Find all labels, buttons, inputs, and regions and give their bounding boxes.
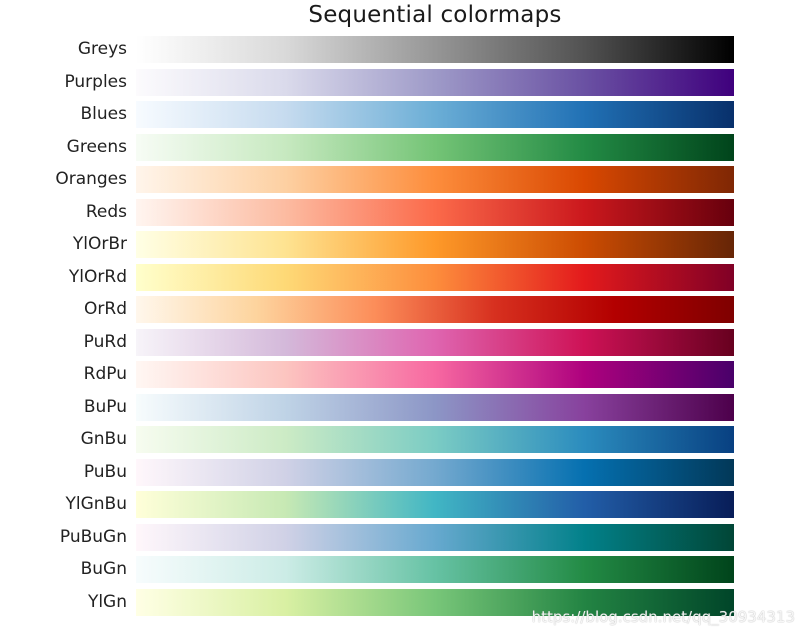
colormap-bar-ylgnbu bbox=[136, 491, 734, 518]
colormap-bar-ylgn bbox=[136, 588, 734, 616]
colormap-bar-bupu bbox=[136, 393, 734, 421]
colormap-label-bupu: BuPu bbox=[83, 396, 127, 417]
colormap-label-gnbu: GnBu bbox=[80, 429, 127, 449]
colormap-bar-ylorbr bbox=[136, 231, 734, 258]
colormap-bar-oranges bbox=[136, 166, 734, 193]
colormap-label-ylorrd: YlOrRd bbox=[68, 266, 127, 287]
colormap-label-oranges: Oranges bbox=[55, 169, 127, 189]
colormap-bar-orrd bbox=[136, 296, 734, 323]
colormap-bar-bugn bbox=[136, 556, 734, 583]
colormap-bar-pubugn bbox=[136, 523, 734, 551]
colormap-label-pubugn: PuBuGn bbox=[59, 526, 127, 547]
colormap-label-rdpu: RdPu bbox=[83, 364, 127, 384]
colormap-label-greys: Greys bbox=[77, 39, 127, 59]
colormap-label-reds: Reds bbox=[85, 201, 127, 222]
colormap-label-bugn: BuGn bbox=[80, 559, 127, 579]
colormap-bar-gnbu bbox=[136, 426, 734, 453]
colormap-bar-reds bbox=[136, 198, 734, 226]
colormap-bar-greens bbox=[136, 133, 734, 161]
colormap-bar-purples bbox=[136, 68, 734, 96]
colormap-bar-ylorrd bbox=[136, 263, 734, 291]
colormap-label-ylorbr: YlOrBr bbox=[72, 234, 127, 254]
colormap-label-greens: Greens bbox=[66, 136, 127, 157]
watermark: https://blog.csdn.net/qq_30934313 bbox=[531, 608, 795, 626]
colormap-bar-purd bbox=[136, 328, 734, 356]
colormap-label-ylgn: YlGn bbox=[87, 591, 127, 612]
colormap-label-purples: Purples bbox=[64, 71, 127, 92]
colormap-bar-pubu bbox=[136, 458, 734, 486]
colormap-label-purd: PuRd bbox=[83, 331, 127, 352]
colormap-label-pubu: PuBu bbox=[83, 461, 127, 482]
colormap-bar-greys bbox=[136, 36, 734, 63]
chart-title: Sequential colormaps bbox=[308, 2, 562, 28]
colormap-label-blues: Blues bbox=[80, 104, 127, 124]
colormap-bar-rdpu bbox=[136, 361, 734, 388]
colormap-bar-blues bbox=[136, 101, 734, 128]
colormap-label-orrd: OrRd bbox=[84, 299, 127, 319]
colormap-label-ylgnbu: YlGnBu bbox=[65, 494, 128, 514]
